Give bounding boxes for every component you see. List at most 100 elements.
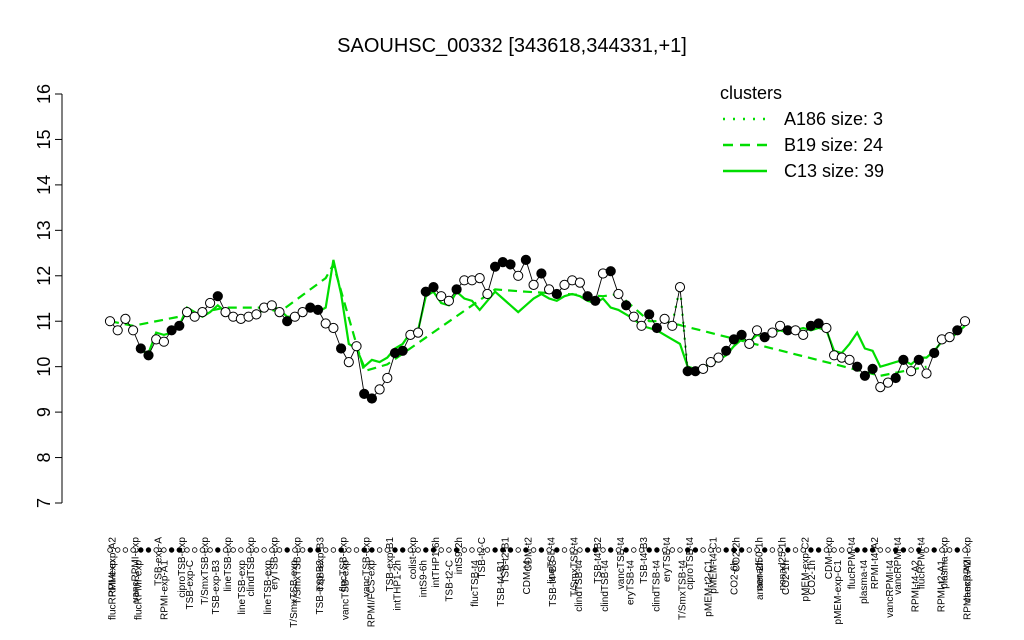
data-point (474, 273, 485, 284)
rug-mark (114, 547, 121, 553)
data-point (351, 341, 362, 352)
rug-mark (130, 547, 136, 553)
bottom-category-label: eryTSB-t4 (626, 560, 637, 605)
rug-mark (592, 547, 598, 553)
top-category-label: vancTSB-t4 (616, 537, 627, 590)
rug-mark (261, 547, 267, 553)
rug-mark (145, 547, 152, 553)
data-point (544, 284, 555, 295)
top-category-label: lineTSB-exp (223, 537, 234, 592)
data-point (721, 345, 732, 356)
top-category-label: RPMI-exp-A2 (108, 537, 119, 597)
data-point (875, 382, 886, 393)
rug-mark (292, 547, 298, 553)
data-point (582, 291, 593, 302)
y-tick-label: 14 (34, 175, 54, 195)
rug-mark (785, 547, 791, 553)
bottom-category-label: CO2-1h (807, 560, 818, 595)
rug-mark (723, 547, 729, 553)
data-point (852, 361, 863, 372)
rug-mark (908, 547, 914, 553)
rug-mark (600, 547, 606, 553)
data-point (906, 366, 917, 377)
data-point (297, 307, 308, 318)
rug-mark (369, 547, 375, 553)
data-point (636, 320, 647, 331)
rug-mark (438, 547, 444, 553)
rug-mark (561, 547, 568, 553)
rug-mark (677, 547, 683, 553)
rug-mark (584, 547, 591, 553)
rug-mark (623, 547, 629, 553)
top-category-label: intTHP1-6h (431, 537, 442, 588)
x-axis-rug (107, 547, 968, 553)
legend-entry-b19: B19 size: 24 (784, 135, 883, 155)
data-point (451, 284, 462, 295)
rug-mark (577, 547, 583, 553)
data-point (135, 343, 146, 354)
data-point (112, 325, 123, 336)
rug-mark (869, 547, 876, 553)
bottom-category-label: intS9-6h (418, 560, 429, 597)
rug-mark (631, 547, 637, 553)
top-category-label: flucRPMI-t4 (916, 537, 927, 590)
bottom-category-label: lineTSB-exp (263, 560, 274, 615)
rug-mark (376, 547, 383, 553)
top-category-label: flucRPMI-t4 (847, 537, 858, 590)
data-point (189, 311, 200, 322)
data-point (382, 372, 393, 384)
bottom-category-label: flucTSB-t4 (470, 560, 481, 607)
data-point (952, 325, 963, 336)
data-point (705, 357, 716, 368)
data-point (212, 291, 223, 302)
rug-mark (153, 547, 159, 553)
data-point (628, 311, 639, 322)
rug-mark (299, 547, 306, 553)
data-point (443, 295, 454, 306)
y-tick-label: 16 (34, 84, 54, 104)
top-category-label: CO2-2h (731, 537, 742, 572)
data-point (282, 316, 293, 327)
bottom-category-label: anaer-2h (755, 560, 766, 600)
rug-mark (477, 547, 483, 553)
data-point (266, 300, 277, 311)
rug-mark (392, 547, 398, 553)
rug-mark (916, 547, 922, 553)
data-point (698, 363, 709, 374)
rug-mark (461, 547, 467, 553)
rug-mark (430, 547, 437, 553)
data-point (651, 322, 663, 334)
data-point (490, 261, 501, 272)
y-tick-label: 9 (34, 407, 54, 417)
rug-mark (615, 547, 622, 553)
rug-mark (823, 547, 830, 553)
rug-mark (315, 547, 321, 553)
data-point (667, 320, 678, 331)
top-category-label: intS9-2h (454, 537, 465, 574)
rug-mark (738, 547, 745, 553)
data-point (397, 345, 408, 356)
rug-mark (900, 547, 907, 553)
data-point (590, 295, 601, 306)
rug-mark (184, 547, 190, 553)
rug-mark (338, 547, 344, 553)
y-tick-label: 12 (34, 266, 54, 286)
data-point (821, 322, 832, 334)
rug-mark (846, 547, 853, 553)
data-line (109, 258, 966, 400)
rug-mark (777, 547, 783, 553)
rug-mark (715, 547, 722, 553)
rug-mark (754, 547, 760, 553)
rug-mark (554, 547, 560, 553)
rug-mark (253, 547, 260, 553)
rug-mark (176, 547, 182, 553)
data-point (929, 347, 940, 359)
legend-entry-c13: C13 size: 39 (784, 161, 884, 181)
data-point (374, 384, 385, 395)
x-axis-bottom-labels: flucRPMI-exp flucRPMI-exp RPMI-exp-A1 TSB-e… (108, 560, 974, 628)
rug-mark (469, 547, 475, 553)
top-category-label: vancTSB-exp (362, 537, 373, 597)
data-point (605, 266, 616, 277)
rug-mark (762, 547, 768, 553)
data-point (551, 288, 562, 300)
